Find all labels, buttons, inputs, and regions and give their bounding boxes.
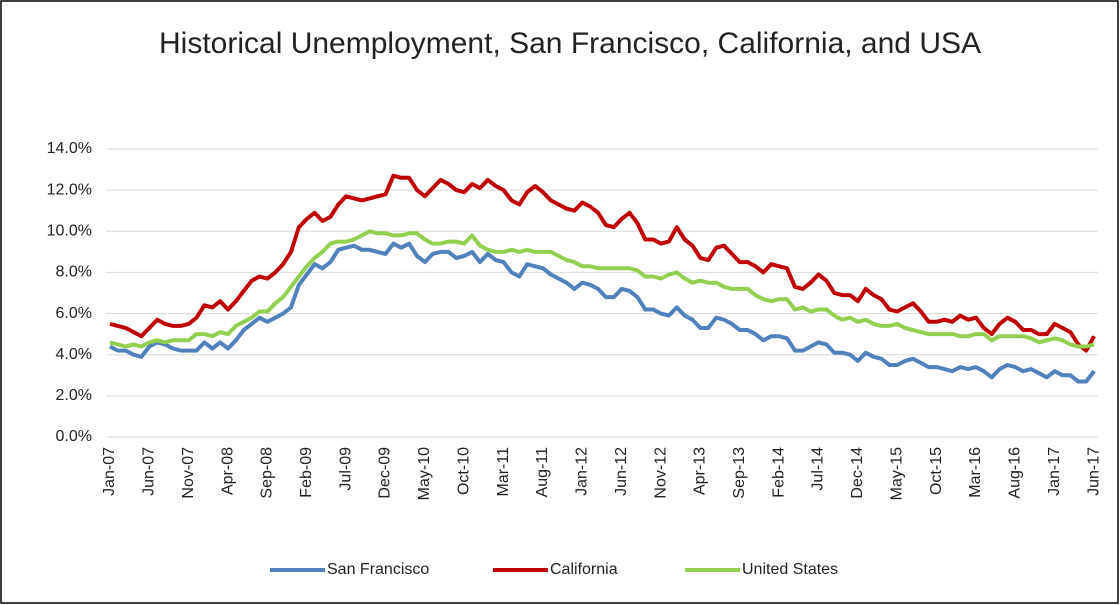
x-tick-label: Oct-10 (455, 447, 472, 495)
y-tick-label: 10.0% (47, 223, 92, 240)
legend-label: San Francisco (327, 561, 429, 578)
legend-label: California (550, 561, 618, 578)
x-tick-label: Jan-07 (101, 447, 118, 496)
x-tick-label: Nov-07 (180, 447, 197, 499)
y-tick-label: 0.0% (56, 428, 92, 445)
x-tick-label: Jun-17 (1085, 447, 1102, 496)
x-tick-label: Aug-16 (1007, 447, 1024, 499)
y-tick-label: 14.0% (47, 140, 92, 157)
x-tick-label: Oct-15 (928, 447, 945, 495)
y-tick-label: 4.0% (56, 346, 92, 363)
y-tick-label: 12.0% (47, 181, 92, 198)
x-tick-label: Jul-14 (810, 447, 827, 491)
series-line (109, 173, 1096, 353)
x-tick-label: Dec-14 (849, 447, 866, 499)
x-tick-label: Apr-13 (692, 447, 709, 495)
series-line (109, 229, 1095, 349)
x-tick-label: Mar-11 (495, 447, 512, 497)
x-tick-label: Mar-16 (967, 447, 984, 498)
x-tick-label: Apr-08 (219, 447, 236, 495)
x-tick-label: Dec-09 (377, 447, 394, 499)
x-tick-label: Jun-12 (613, 447, 630, 496)
y-tick-label: 8.0% (56, 264, 92, 281)
series-line (108, 241, 1096, 384)
y-tick-label: 2.0% (56, 387, 92, 404)
x-tick-label: Sep-08 (259, 447, 276, 499)
y-tick-label: 6.0% (56, 305, 92, 322)
x-tick-label: Sep-13 (731, 447, 748, 499)
x-tick-label: Aug-11 (534, 447, 551, 498)
x-tick-label: Feb-09 (298, 447, 315, 498)
x-tick-label: Jul-09 (337, 447, 354, 491)
x-tick-label: May-10 (416, 447, 433, 500)
x-tick-label: Jan-12 (574, 447, 591, 496)
x-tick-label: Jun-07 (141, 447, 158, 496)
x-tick-label: May-15 (888, 447, 905, 500)
chart-title: Historical Unemployment, San Francisco, … (159, 27, 981, 60)
x-tick-label: Jan-17 (1046, 447, 1063, 496)
x-tick-label: Nov-12 (652, 447, 669, 499)
legend-label: United States (742, 561, 838, 578)
x-tick-label: Feb-14 (770, 447, 787, 498)
